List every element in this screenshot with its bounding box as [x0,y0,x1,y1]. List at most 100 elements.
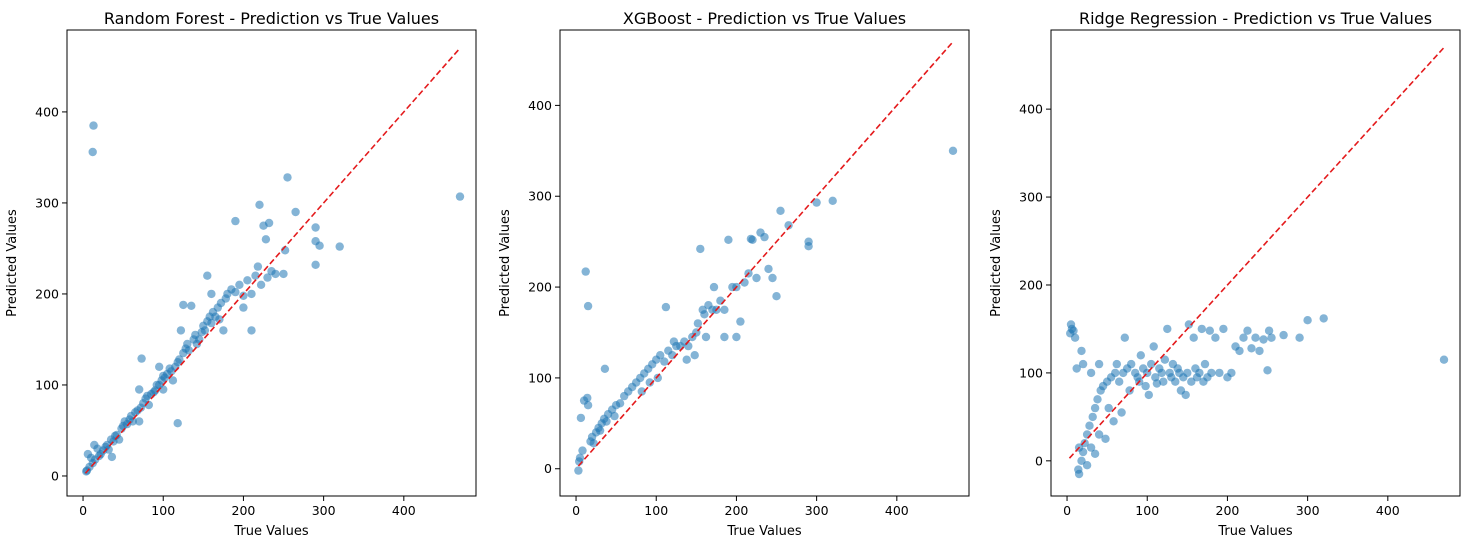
y-tick-label: 400 [1019,102,1043,117]
scatter-points [82,121,465,476]
data-point [253,262,263,271]
data-point [1111,368,1120,378]
data-point [264,218,274,228]
data-point [1144,390,1154,400]
data-point [645,378,654,387]
data-point [1080,439,1089,448]
data-point [1267,333,1276,342]
data-point [1086,443,1096,452]
data-point [1295,333,1304,342]
data-point [195,335,204,344]
data-point [200,326,210,335]
data-point [173,419,182,428]
data-point [1183,368,1192,378]
data-point [1070,333,1080,342]
data-point [660,357,669,366]
data-point [159,385,168,394]
data-point [576,413,586,423]
data-point [1117,408,1126,417]
data-point [1157,368,1166,378]
data-point [184,346,194,355]
data-point [701,332,711,342]
data-point [768,273,777,283]
data-point [1205,326,1215,335]
data-point [720,332,729,342]
data-point [776,206,785,215]
panel-ridge-regression: Ridge Regression - Prediction vs True Va… [989,9,1461,539]
x-axis-label: True Values [726,524,801,539]
data-point [1112,359,1122,369]
data-point [1189,333,1198,342]
x-tick-label: 100 [644,503,668,518]
y-tick-label: 400 [528,98,552,113]
data-point [239,291,248,300]
data-point [243,276,252,285]
data-point [615,399,625,408]
reference-line [577,41,954,467]
data-point [1101,434,1110,443]
x-tick-label: 100 [151,503,175,518]
data-point [736,317,745,326]
x-tick-label: 200 [232,503,256,518]
data-point [1088,412,1097,422]
data-point [724,235,733,244]
data-point [583,393,592,403]
y-axis-label: Predicted Values [498,209,513,317]
data-point [255,200,264,209]
data-point [1072,364,1081,373]
reference-line [1068,47,1445,459]
x-tick-label: 200 [725,503,749,518]
data-point [247,289,256,299]
data-point [656,351,665,360]
data-point [578,446,587,455]
data-point [804,237,813,246]
data-point [1104,403,1113,413]
data-point [1125,386,1134,395]
data-point [637,387,646,396]
plot-frame [559,29,970,497]
data-point [1243,326,1252,335]
data-point [1181,390,1190,400]
data-point [583,301,593,311]
data-point [1197,324,1207,334]
y-tick-label: 300 [35,195,59,210]
data-point [261,235,271,244]
data-point [1160,355,1170,364]
data-point [1093,395,1102,404]
y-tick-label: 200 [35,286,59,301]
data-point [231,216,240,226]
data-point [684,341,693,351]
data-point [1251,333,1260,342]
data-point [581,267,590,276]
data-point [135,417,144,426]
data-point [589,439,598,448]
x-tick-label: 400 [1376,503,1400,518]
data-point [696,244,705,254]
data-point [700,310,709,319]
y-tick-label: 200 [1019,277,1043,292]
data-point [104,445,113,454]
data-point [1085,421,1094,430]
data-point [1200,359,1210,369]
data-point [137,354,146,363]
data-point [1227,368,1236,378]
x-axis-label: True Values [1217,524,1292,539]
x-tick-label: 400 [392,503,416,518]
data-point [764,264,773,274]
data-point [1120,333,1130,342]
x-tick-label: 0 [572,503,580,518]
data-point [207,289,216,299]
data-point [1263,366,1272,375]
data-point [661,302,671,312]
data-point [291,207,300,217]
data-point [1094,430,1104,439]
x-tick-label: 200 [1216,503,1240,518]
data-point [1149,342,1158,351]
data-point [1239,333,1248,342]
data-point [1109,417,1118,426]
data-point [682,355,691,364]
data-point [690,351,699,360]
data-point [709,282,719,292]
y-tick-label: 100 [1019,365,1043,380]
y-tick-label: 0 [1035,453,1043,468]
